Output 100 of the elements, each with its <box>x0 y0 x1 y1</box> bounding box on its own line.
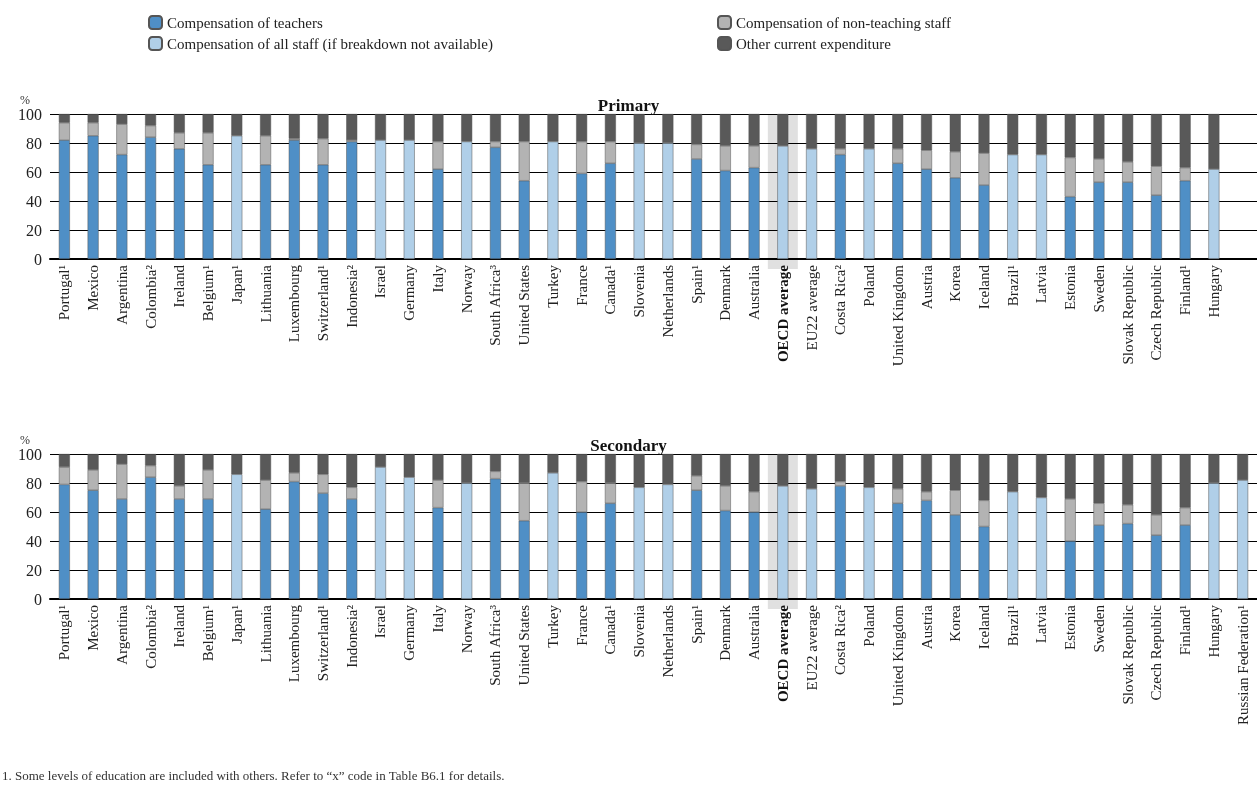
x-tick-label: EU22 average <box>803 604 820 691</box>
x-tick-label: Ireland <box>171 604 188 648</box>
x-tick-label: South Africa³ <box>487 604 504 686</box>
x-tick-label: Australia <box>746 264 763 320</box>
legend-label: Other current expenditure <box>736 35 892 52</box>
x-tick-label: France <box>573 264 590 306</box>
x-tick-label: Canada¹ <box>602 265 619 315</box>
x-tick-label: Lithuania <box>257 264 274 323</box>
x-tick-label: Japan¹ <box>228 605 245 644</box>
x-tick-label: Iceland <box>975 604 992 650</box>
x-tick-label: Germany <box>401 604 418 661</box>
x-tick-label: Sweden <box>1090 264 1107 313</box>
x-tick-label: United States <box>516 604 533 686</box>
x-tick-label: Israel <box>372 605 389 639</box>
y-tick-label: 20 <box>26 221 42 239</box>
x-tick-label: Indonesia² <box>343 604 360 668</box>
x-tick-label: Lithuania <box>257 604 274 663</box>
chart-title: Secondary <box>590 436 668 455</box>
x-tick-label: Luxembourg <box>286 264 303 343</box>
x-tick-label: Germany <box>401 264 418 321</box>
x-tick-label: Poland <box>861 604 878 647</box>
x-tick-label: Denmark <box>717 264 734 321</box>
x-tick-label: Mexico <box>85 605 102 651</box>
y-axis-title: % <box>20 433 30 448</box>
x-tick-label: Portugal¹ <box>56 605 73 661</box>
y-tick-label: 60 <box>26 163 42 181</box>
x-tick-label: Netherlands <box>659 264 676 338</box>
x-tick-label: Austria <box>918 604 935 650</box>
x-tick-label: France <box>573 604 590 646</box>
x-tick-label: Slovenia <box>631 264 648 318</box>
x-tick-label: United Kingdom <box>889 264 906 367</box>
x-tick-label: Turkey <box>544 604 561 648</box>
x-tick-label: Belgium¹ <box>200 605 217 662</box>
x-tick-label: Argentina <box>113 264 130 325</box>
x-tick-label: Estonia <box>1062 604 1079 650</box>
x-tick-label: Argentina <box>113 604 130 665</box>
y-tick-label: 100 <box>18 105 42 123</box>
y-tick-label: 100 <box>18 445 42 463</box>
x-tick-label: Portugal¹ <box>56 265 73 321</box>
x-tick-label: Italy <box>429 264 446 293</box>
x-tick-label: Estonia <box>1062 264 1079 310</box>
x-tick-label: Iceland <box>975 264 992 310</box>
x-tick-label: Slovak Republic <box>1119 264 1136 365</box>
text: 1. Some levels of education are included with others. Refer to “x” code in Table B6.1 for details. <box>2 768 505 783</box>
x-tick-label: Finland¹ <box>1177 605 1194 656</box>
x-tick-label: Spain¹ <box>688 605 705 644</box>
x-tick-label: Slovak Republic <box>1119 604 1136 705</box>
x-tick-label: Sweden <box>1090 604 1107 653</box>
x-tick-label: Canada¹ <box>602 605 619 655</box>
x-tick-label: Costa Rica² <box>832 604 849 675</box>
x-tick-label: Korea <box>947 604 964 642</box>
x-tick-label: Luxembourg <box>286 604 303 683</box>
x-tick-label: Poland <box>861 264 878 307</box>
x-tick-label: Czech Republic <box>1148 604 1165 701</box>
x-tick-label: United Kingdom <box>889 604 906 707</box>
x-tick-label: Slovenia <box>631 604 648 658</box>
x-tick-label: Italy <box>429 604 446 633</box>
x-tick-label: Spain¹ <box>688 265 705 304</box>
y-tick-label: 0 <box>34 250 42 268</box>
x-tick-label: Finland¹ <box>1177 265 1194 316</box>
x-tick-label: Hungary <box>1205 604 1222 658</box>
x-tick-label: Ireland <box>171 264 188 308</box>
x-tick-label: Netherlands <box>659 604 676 678</box>
legend-label: Compensation of teachers <box>167 14 323 31</box>
chart-title: Primary <box>597 96 660 115</box>
legend-label: Compensation of all staff (if breakdown not available) <box>167 35 493 53</box>
x-tick-label: EU22 average <box>803 264 820 351</box>
x-tick-label: Israel <box>372 265 389 299</box>
x-tick-label: Indonesia² <box>343 264 360 328</box>
x-tick-label: Latvia <box>1033 604 1050 644</box>
x-tick-label: United States <box>516 264 533 346</box>
x-tick-label: Brazil¹ <box>1004 265 1021 307</box>
x-tick-label: Latvia <box>1033 264 1050 304</box>
y-tick-label: 20 <box>26 561 42 579</box>
x-tick-label: Switzerland¹ <box>315 605 332 682</box>
y-tick-label: 60 <box>26 503 42 521</box>
x-tick-label: Denmark <box>717 604 734 661</box>
y-tick-label: 40 <box>26 532 42 550</box>
x-tick-label: Colombia² <box>142 264 159 329</box>
x-tick-label: Norway <box>458 604 475 654</box>
x-tick-label: Russian Federation¹ <box>1234 605 1251 725</box>
x-tick-label: Mexico <box>85 265 102 311</box>
x-tick-label: South Africa³ <box>487 264 504 346</box>
x-tick-label: OECD average <box>774 604 791 703</box>
x-tick-label: Costa Rica² <box>832 264 849 335</box>
x-tick-label: Brazil¹ <box>1004 605 1021 647</box>
x-tick-label: Korea <box>947 264 964 302</box>
x-tick-label: Czech Republic <box>1148 264 1165 361</box>
x-tick-label: Switzerland¹ <box>315 265 332 342</box>
y-axis-title: % <box>20 93 30 108</box>
x-tick-label: Austria <box>918 264 935 310</box>
x-tick-label: OECD average <box>774 264 791 363</box>
x-tick-label: Australia <box>746 604 763 660</box>
y-tick-label: 80 <box>26 474 42 492</box>
x-tick-label: Norway <box>458 264 475 314</box>
y-tick-label: 0 <box>34 590 42 608</box>
y-tick-label: 80 <box>26 134 42 152</box>
x-tick-label: Turkey <box>544 264 561 308</box>
legend-label: Compensation of non-teaching staff <box>736 14 952 31</box>
x-tick-label: Belgium¹ <box>200 265 217 322</box>
